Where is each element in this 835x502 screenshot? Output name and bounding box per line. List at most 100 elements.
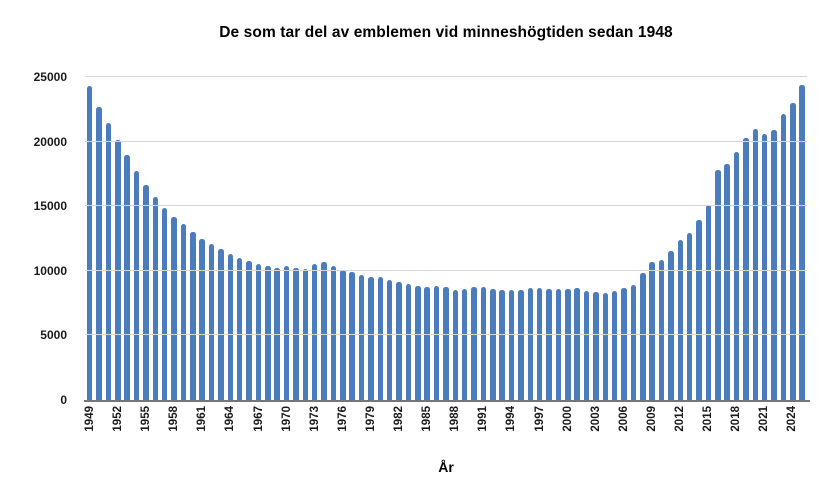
bar-1984 [415, 285, 421, 400]
bar-slot [188, 77, 197, 400]
bar-slot [451, 77, 460, 400]
bar-1964 [227, 254, 234, 400]
x-tick-slot: 1982 [393, 406, 406, 448]
gridline [85, 140, 807, 142]
x-tick-label: 1982 [393, 406, 406, 432]
x-tick-slot [265, 406, 274, 448]
bar-1995 [518, 289, 524, 400]
x-tick-label: 2024 [786, 406, 799, 432]
x-axis: 1949 1952 1955 1958 1961 1964 1967 1970 1973 1976… [84, 406, 807, 448]
x-tick-slot: 1988 [449, 406, 462, 448]
x-tick-slot: 1979 [365, 406, 377, 448]
bar-slot [413, 77, 422, 400]
x-tick-slot: 2018 [730, 406, 743, 448]
x-tick-slot [96, 406, 105, 448]
x-tick-label: 1970 [280, 406, 293, 432]
bar-2004 [602, 292, 609, 400]
x-tick-slot [433, 406, 442, 448]
x-tick-label: 2012 [673, 406, 686, 432]
bar-1960 [190, 232, 196, 400]
bar-slot [357, 77, 366, 400]
bar-slot [554, 77, 563, 400]
bar-2009 [649, 262, 655, 400]
bar-1992 [490, 288, 496, 400]
x-tick-slot [321, 406, 330, 448]
bar-2024 [790, 102, 796, 400]
x-tick-slot [349, 406, 358, 448]
bar-slot [694, 77, 703, 400]
bar-2011 [668, 250, 674, 400]
bar-1970 [283, 266, 290, 400]
x-tick-label: 1988 [449, 406, 462, 432]
x-tick-label: 1952 [112, 406, 125, 432]
bar-1951 [105, 122, 112, 400]
plot-area [84, 76, 810, 402]
bar-slot [666, 77, 675, 400]
x-tick-slot [517, 406, 526, 448]
bar-2017 [724, 163, 730, 400]
bar-slot [713, 77, 722, 400]
bar-1974 [321, 262, 327, 400]
bar-2022 [771, 129, 777, 400]
x-tick-slot [461, 406, 470, 448]
bar-2016 [715, 170, 721, 400]
x-tick-label: 2009 [645, 406, 658, 432]
bar-slot [385, 77, 394, 400]
x-tick-slot [798, 406, 807, 448]
bar-slot [179, 77, 188, 400]
x-tick-label: 1949 [84, 406, 96, 432]
bar-slot [160, 77, 169, 400]
bar-slot [207, 77, 216, 400]
x-tick-slot: 1967 [252, 406, 265, 448]
bar-1999 [555, 288, 562, 400]
bar-2012 [677, 240, 684, 400]
x-tick-slot: 2009 [645, 406, 658, 448]
x-tick-slot: 2015 [702, 406, 714, 448]
bar-slot [291, 77, 300, 400]
x-tick-slot: 1991 [477, 406, 489, 448]
bar-slot [507, 77, 516, 400]
x-tick-slot: 1958 [168, 406, 181, 448]
bar-slot [404, 77, 413, 400]
x-tick-label: 1997 [533, 406, 546, 432]
bar-slot [319, 77, 328, 400]
bar-slot [479, 77, 488, 400]
x-tick-label: 1958 [168, 406, 181, 432]
bar-1963 [218, 249, 224, 400]
gridline [85, 205, 807, 207]
x-tick-slot: 1976 [337, 406, 349, 448]
x-tick-slot [658, 406, 667, 448]
x-tick-slot: 1955 [140, 406, 152, 448]
bar-1956 [152, 197, 159, 400]
x-tick-slot [208, 406, 217, 448]
bar-2006 [621, 287, 627, 400]
bar-1954 [133, 170, 140, 400]
x-tick-label: 1967 [252, 406, 265, 432]
bar-1996 [527, 288, 534, 400]
x-tick-slot: 2000 [561, 406, 574, 448]
bar-slot [329, 77, 338, 400]
bar-slot [732, 77, 741, 400]
x-tick-label: 2018 [730, 406, 743, 432]
bar-slot [263, 77, 272, 400]
bar-slot [582, 77, 591, 400]
bar-slot [254, 77, 263, 400]
bar-slot [676, 77, 685, 400]
x-tick-slot [489, 406, 498, 448]
bar-slot [760, 77, 769, 400]
bar-slot [198, 77, 207, 400]
x-tick-label: 2000 [561, 406, 574, 432]
bar-slot [432, 77, 441, 400]
y-tick-label: 0 [60, 393, 67, 407]
bar-slot [526, 77, 535, 400]
gridline [85, 76, 807, 77]
bar-2023 [780, 114, 787, 400]
bar-2005 [611, 291, 618, 400]
x-tick-label: 1964 [224, 406, 237, 432]
chart-title: De som tar del av emblemen vid minneshög… [219, 24, 673, 41]
bar-slot [648, 77, 657, 400]
bar-2021 [761, 133, 768, 400]
bar-2018 [733, 151, 740, 400]
bar-slot [751, 77, 760, 400]
